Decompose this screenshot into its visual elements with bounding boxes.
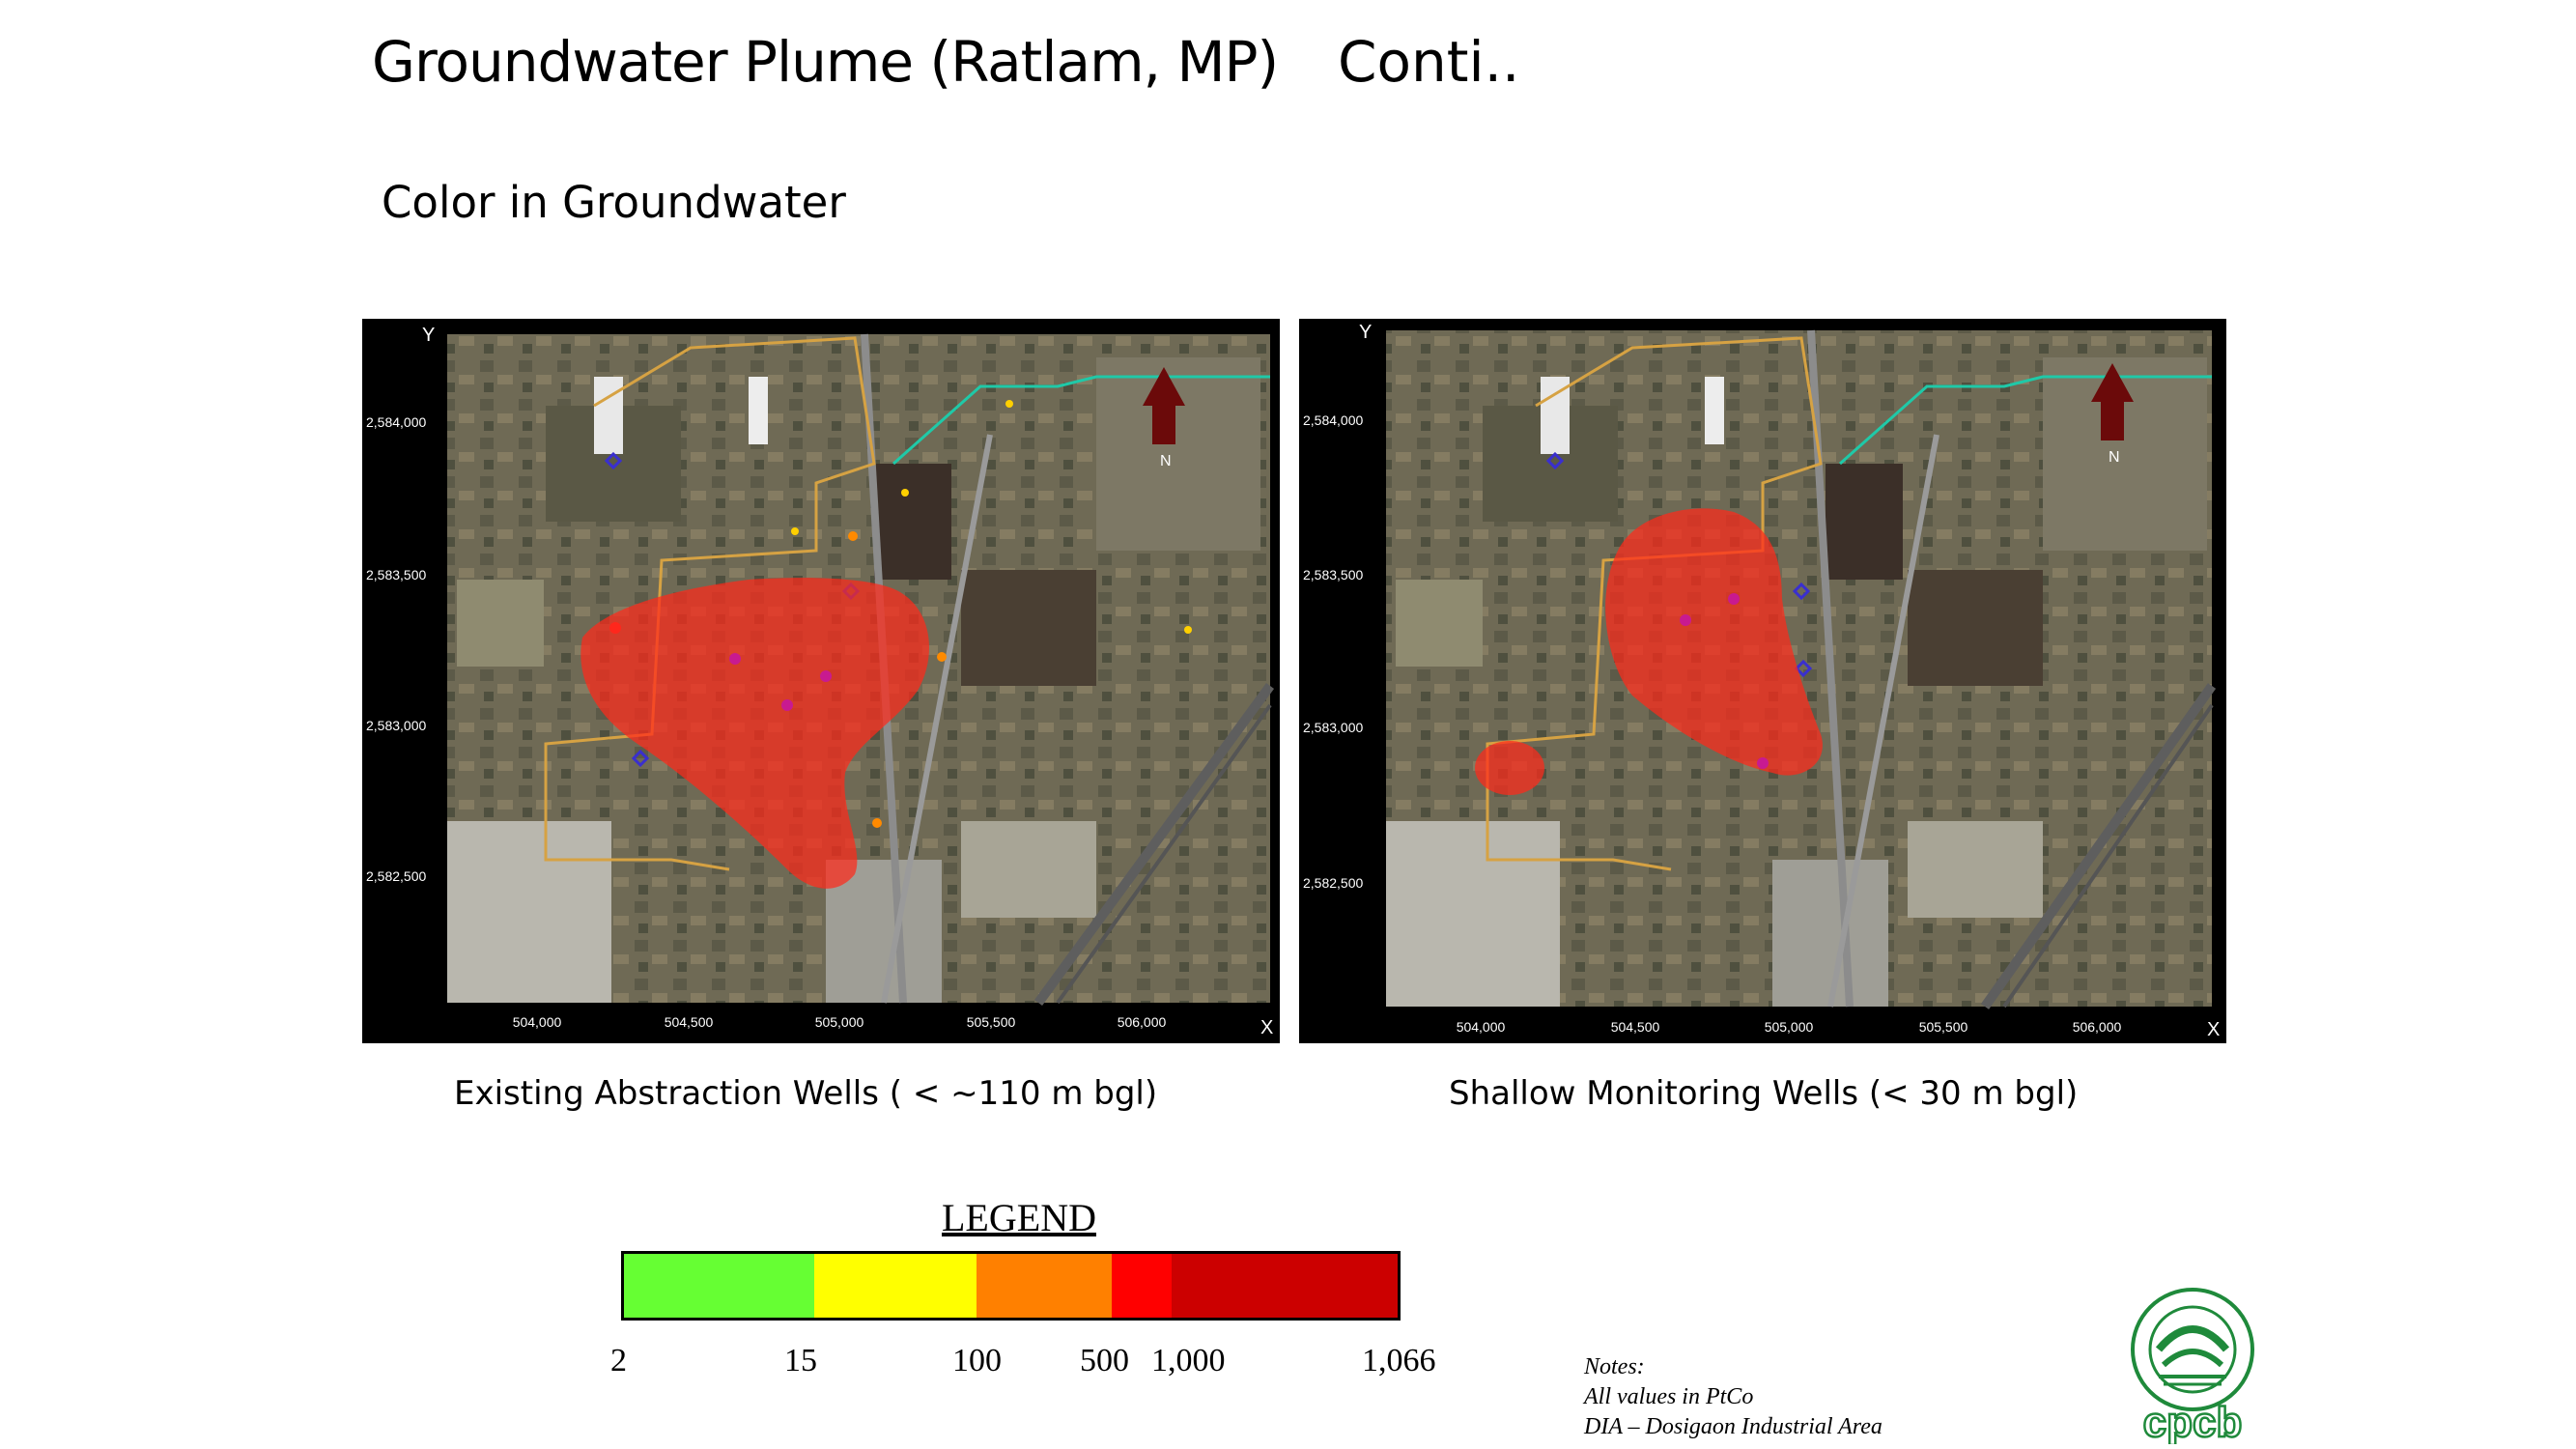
well-marker <box>1728 593 1740 605</box>
well-marker <box>781 699 793 711</box>
north-arrow-icon: N <box>2091 363 2134 466</box>
legend-label: 2 <box>610 1343 627 1378</box>
well-marker <box>604 451 623 470</box>
page-title: Groundwater Plume (Ratlam, MP) <box>372 29 1279 95</box>
legend-label: 1,066 <box>1362 1343 1436 1378</box>
y-tick-label: 2,583,500 <box>1303 567 1363 582</box>
legend-label: 500 <box>1080 1343 1129 1378</box>
x-tick-labels: 504,000 504,500 505,000 505,500 506,000 <box>513 1014 1167 1030</box>
x-tick-labels: 504,000 504,500 505,000 505,500 506,000 <box>1457 1019 2122 1035</box>
y-tick-label: 2,582,500 <box>366 868 426 884</box>
y-tick-labels: 2,584,000 2,583,500 2,583,000 2,582,500 <box>1303 412 1363 891</box>
map-canvas: Y X <box>366 325 1275 1038</box>
well-marker <box>1545 451 1565 470</box>
well-marker <box>631 749 650 768</box>
satellite-image <box>1386 329 2217 1009</box>
x-tick-label: 504,500 <box>1611 1019 1660 1035</box>
legend-swatch-green <box>624 1254 814 1318</box>
legend-swatch-darkred <box>1172 1254 1398 1318</box>
well-marker <box>791 527 799 535</box>
y-tick-label: 2,582,500 <box>1303 875 1363 891</box>
legend-label: 1,000 <box>1151 1343 1226 1378</box>
color-plume <box>1605 508 1823 776</box>
color-plume <box>580 578 929 889</box>
x-tick-label: 504,000 <box>1457 1019 1506 1035</box>
well-marker <box>1680 614 1691 626</box>
well-marker <box>820 670 832 682</box>
legend-swatch-yellow <box>814 1254 977 1318</box>
x-tick-label: 506,000 <box>2073 1019 2122 1035</box>
notes-heading: Notes: <box>1584 1354 1645 1379</box>
notes-line: DIA – Dosigaon Industrial Area <box>1584 1414 1882 1439</box>
legend-swatch-orange <box>977 1254 1112 1318</box>
map-monitoring-wells: Y X <box>1299 319 2226 1043</box>
svg-text:N: N <box>2109 449 2120 466</box>
map-caption-abstraction: Existing Abstraction Wells ( < ~110 m bg… <box>454 1074 1158 1113</box>
y-tick-label: 2,584,000 <box>1303 412 1363 428</box>
y-axis-label: Y <box>1359 322 1372 343</box>
y-tick-label: 2,583,000 <box>366 718 426 733</box>
x-axis-label: X <box>2207 1019 2220 1040</box>
well-marker <box>1184 626 1192 634</box>
x-tick-label: 506,000 <box>1118 1014 1167 1030</box>
well-marker <box>872 818 882 828</box>
satellite-image <box>447 333 1275 1006</box>
well-marker <box>1757 757 1769 769</box>
color-plume-small <box>1475 741 1544 795</box>
y-tick-label: 2,583,000 <box>1303 720 1363 735</box>
x-tick-label: 505,500 <box>1919 1019 1968 1035</box>
svg-text:N: N <box>1160 453 1172 469</box>
legend-color-scale <box>621 1251 1401 1321</box>
x-tick-label: 505,500 <box>967 1014 1016 1030</box>
well-marker <box>1794 659 1813 678</box>
well-marker <box>1005 400 1013 408</box>
legend-swatch-red <box>1112 1254 1172 1318</box>
well-marker <box>729 653 741 665</box>
well-marker <box>1792 582 1811 601</box>
map-abstraction-wells: Y X <box>362 319 1280 1043</box>
map-caption-monitoring: Shallow Monitoring Wells (< 30 m bgl) <box>1449 1074 2079 1113</box>
y-axis-label: Y <box>422 325 435 346</box>
y-tick-labels: 2,584,000 2,583,500 2,583,000 2,582,500 <box>366 414 426 884</box>
x-tick-label: 504,000 <box>513 1014 562 1030</box>
legend-title: LEGEND <box>942 1196 1096 1239</box>
x-axis-label: X <box>1260 1017 1273 1038</box>
well-marker <box>901 489 909 497</box>
cpcb-logo-icon: cpcb <box>2120 1280 2265 1449</box>
well-markers <box>1545 451 1813 678</box>
legend-label: 100 <box>952 1343 1002 1378</box>
notes: Notes: All values in PtCo DIA – Dosigaon… <box>1584 1352 1882 1442</box>
x-tick-label: 504,500 <box>665 1014 714 1030</box>
y-tick-label: 2,584,000 <box>366 414 426 430</box>
well-marker <box>848 531 858 541</box>
map-canvas: Y X <box>1303 322 2220 1040</box>
x-tick-label: 505,000 <box>815 1014 864 1030</box>
well-marker <box>937 652 947 662</box>
legend-label: 15 <box>784 1343 817 1378</box>
y-tick-label: 2,583,500 <box>366 567 426 582</box>
logo-text: cpcb <box>2143 1399 2243 1444</box>
north-arrow-icon: N <box>1143 367 1185 469</box>
notes-line: All values in PtCo <box>1584 1384 1754 1409</box>
section-subtitle: Color in Groundwater <box>382 177 846 228</box>
x-tick-label: 505,000 <box>1765 1019 1814 1035</box>
continued-label: Conti.. <box>1338 29 1520 95</box>
